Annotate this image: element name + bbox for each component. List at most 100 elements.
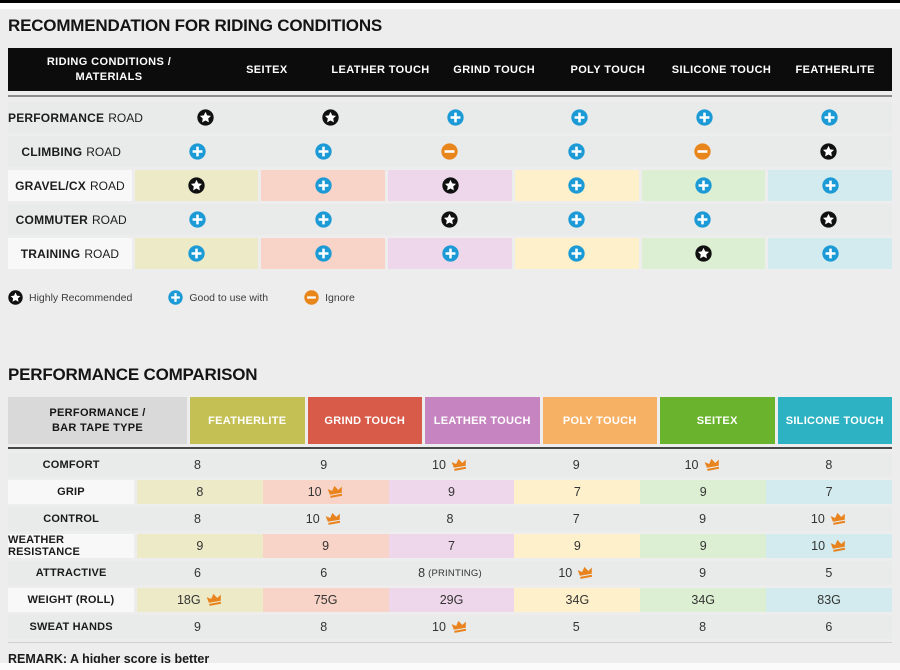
- recommendation-cell: [641, 170, 769, 201]
- score-value: 83G: [817, 593, 841, 607]
- score-value: 9: [573, 539, 581, 553]
- plus-icon: [571, 109, 589, 126]
- bar-tape-header-col: FEATHERLITE: [190, 397, 308, 444]
- riding-header-divider: [8, 95, 892, 97]
- score-cell: 34G: [640, 588, 767, 612]
- recommendation-cell: [513, 136, 639, 167]
- star-icon: [820, 211, 837, 228]
- score-cell: 5: [766, 561, 892, 585]
- score-cell: 9: [388, 480, 515, 504]
- recommendation-cell: [768, 170, 893, 201]
- row-label-bold: CLIMBING: [21, 144, 83, 159]
- minus-icon: [304, 290, 319, 305]
- score-cell: 9: [640, 534, 767, 558]
- minus-icon: [304, 290, 319, 305]
- riding-header-col: GRIND TOUCH: [453, 63, 536, 76]
- plus-icon: [315, 143, 332, 160]
- score-value: 5: [825, 566, 833, 580]
- score-cell: 8: [639, 615, 765, 639]
- score-value: 9: [699, 512, 707, 526]
- plus-icon: [568, 143, 585, 160]
- crown-icon: [830, 539, 846, 552]
- score-value: 7: [825, 485, 833, 499]
- score-cell: 18G: [136, 588, 263, 612]
- score-cell: 10: [513, 561, 639, 585]
- page-content: RECOMMENDATION FOR RIDING CONDITIONS RID…: [0, 16, 900, 666]
- riding-table-row: CLIMBING ROAD: [8, 136, 892, 167]
- top-white-band: [0, 3, 900, 9]
- score-cell: 34G: [514, 588, 641, 612]
- score-cell: 9: [513, 453, 639, 477]
- score-value: 29G: [439, 593, 464, 607]
- score-suffix: (PRINTING): [428, 567, 482, 579]
- riding-header-col: FEATHERLITE: [795, 63, 875, 76]
- score-cell: 8: [766, 453, 892, 477]
- score-value: 7: [448, 539, 455, 553]
- score-cell: 8: [261, 615, 387, 639]
- recommendation-cell: [513, 204, 639, 235]
- recommendation-cell: [261, 170, 389, 201]
- score-value: 10: [307, 485, 322, 499]
- score-cell: 9: [134, 615, 260, 639]
- legend-item-good-to-use: Good to use with: [168, 290, 268, 305]
- score-value: 9: [320, 458, 328, 472]
- score-cell: 6: [766, 615, 892, 639]
- plus-icon: [189, 143, 206, 160]
- row-label-rest: ROAD: [91, 212, 127, 227]
- performance-table-row: COMFORT 8 9 10 9 10 8: [8, 453, 892, 477]
- star-icon: [197, 109, 214, 126]
- riding-row-label: TRAINING ROAD: [8, 238, 135, 269]
- recommendation-cell: [514, 238, 642, 269]
- score-cell: 8: [136, 480, 263, 504]
- score-cell: 29G: [388, 588, 515, 612]
- score-cell: 8 (PRINTING): [387, 561, 513, 585]
- plus-icon: [822, 245, 839, 262]
- star-icon: [321, 109, 339, 126]
- performance-row-label: WEATHER RESISTANCE: [8, 534, 137, 558]
- score-value: 9: [322, 539, 330, 553]
- score-value: 8: [446, 512, 454, 526]
- star-icon: [8, 290, 23, 305]
- star-icon: [441, 211, 459, 228]
- row-label-bold: TRAINING: [20, 246, 81, 261]
- score-value: 10: [684, 458, 699, 472]
- score-value: 10: [558, 566, 573, 580]
- plus-icon: [168, 290, 184, 305]
- performance-row-label: COMFORT: [42, 459, 100, 471]
- riding-row-label: COMMUTER ROAD: [8, 204, 134, 235]
- score-value: 9: [572, 458, 580, 472]
- recommendation-cell: [393, 102, 518, 133]
- row-label-bold: PERFORMANCE: [8, 110, 105, 125]
- score-cell: 10: [639, 453, 765, 477]
- score-value: 8: [320, 620, 328, 634]
- row-label-rest: ROAD: [108, 110, 143, 125]
- score-cell: 10: [262, 480, 389, 504]
- riding-conditions-header-row: RIDING CONDITIONS / MATERIALS SEITEX LEAT…: [8, 48, 892, 91]
- score-value: 10: [432, 620, 446, 634]
- plus-icon: [441, 245, 459, 262]
- score-value: 9: [193, 620, 201, 634]
- riding-row-label: PERFORMANCE ROAD: [8, 102, 143, 133]
- score-cell: 7: [514, 480, 641, 504]
- score-value: 9: [196, 539, 204, 553]
- riding-table-row: COMMUTER ROAD: [8, 204, 892, 235]
- recommendation-cell: [268, 102, 393, 133]
- performance-row-label: GRIP: [8, 480, 137, 504]
- score-cell: 7: [513, 507, 639, 531]
- bar-tape-header-col: SILICONE TOUCH: [777, 397, 892, 444]
- score-cell: 75G: [262, 588, 389, 612]
- score-cell: 9: [514, 534, 641, 558]
- performance-header-row: PERFORMANCE / BAR TAPE TYPE FEATHERLITE G…: [8, 397, 892, 444]
- crown-icon: [327, 485, 342, 498]
- recommendation-cell: [514, 170, 642, 201]
- score-value: 34G: [565, 593, 590, 607]
- recommendation-cell: [641, 238, 769, 269]
- recommendation-cell: [639, 136, 765, 167]
- performance-header-divider: [8, 447, 892, 449]
- score-value: 7: [572, 512, 580, 526]
- score-cell: 9: [639, 561, 765, 585]
- crown-icon: [451, 458, 467, 471]
- crown-icon: [325, 512, 340, 525]
- recommendation-cell: [143, 102, 268, 133]
- score-value: 9: [448, 485, 455, 499]
